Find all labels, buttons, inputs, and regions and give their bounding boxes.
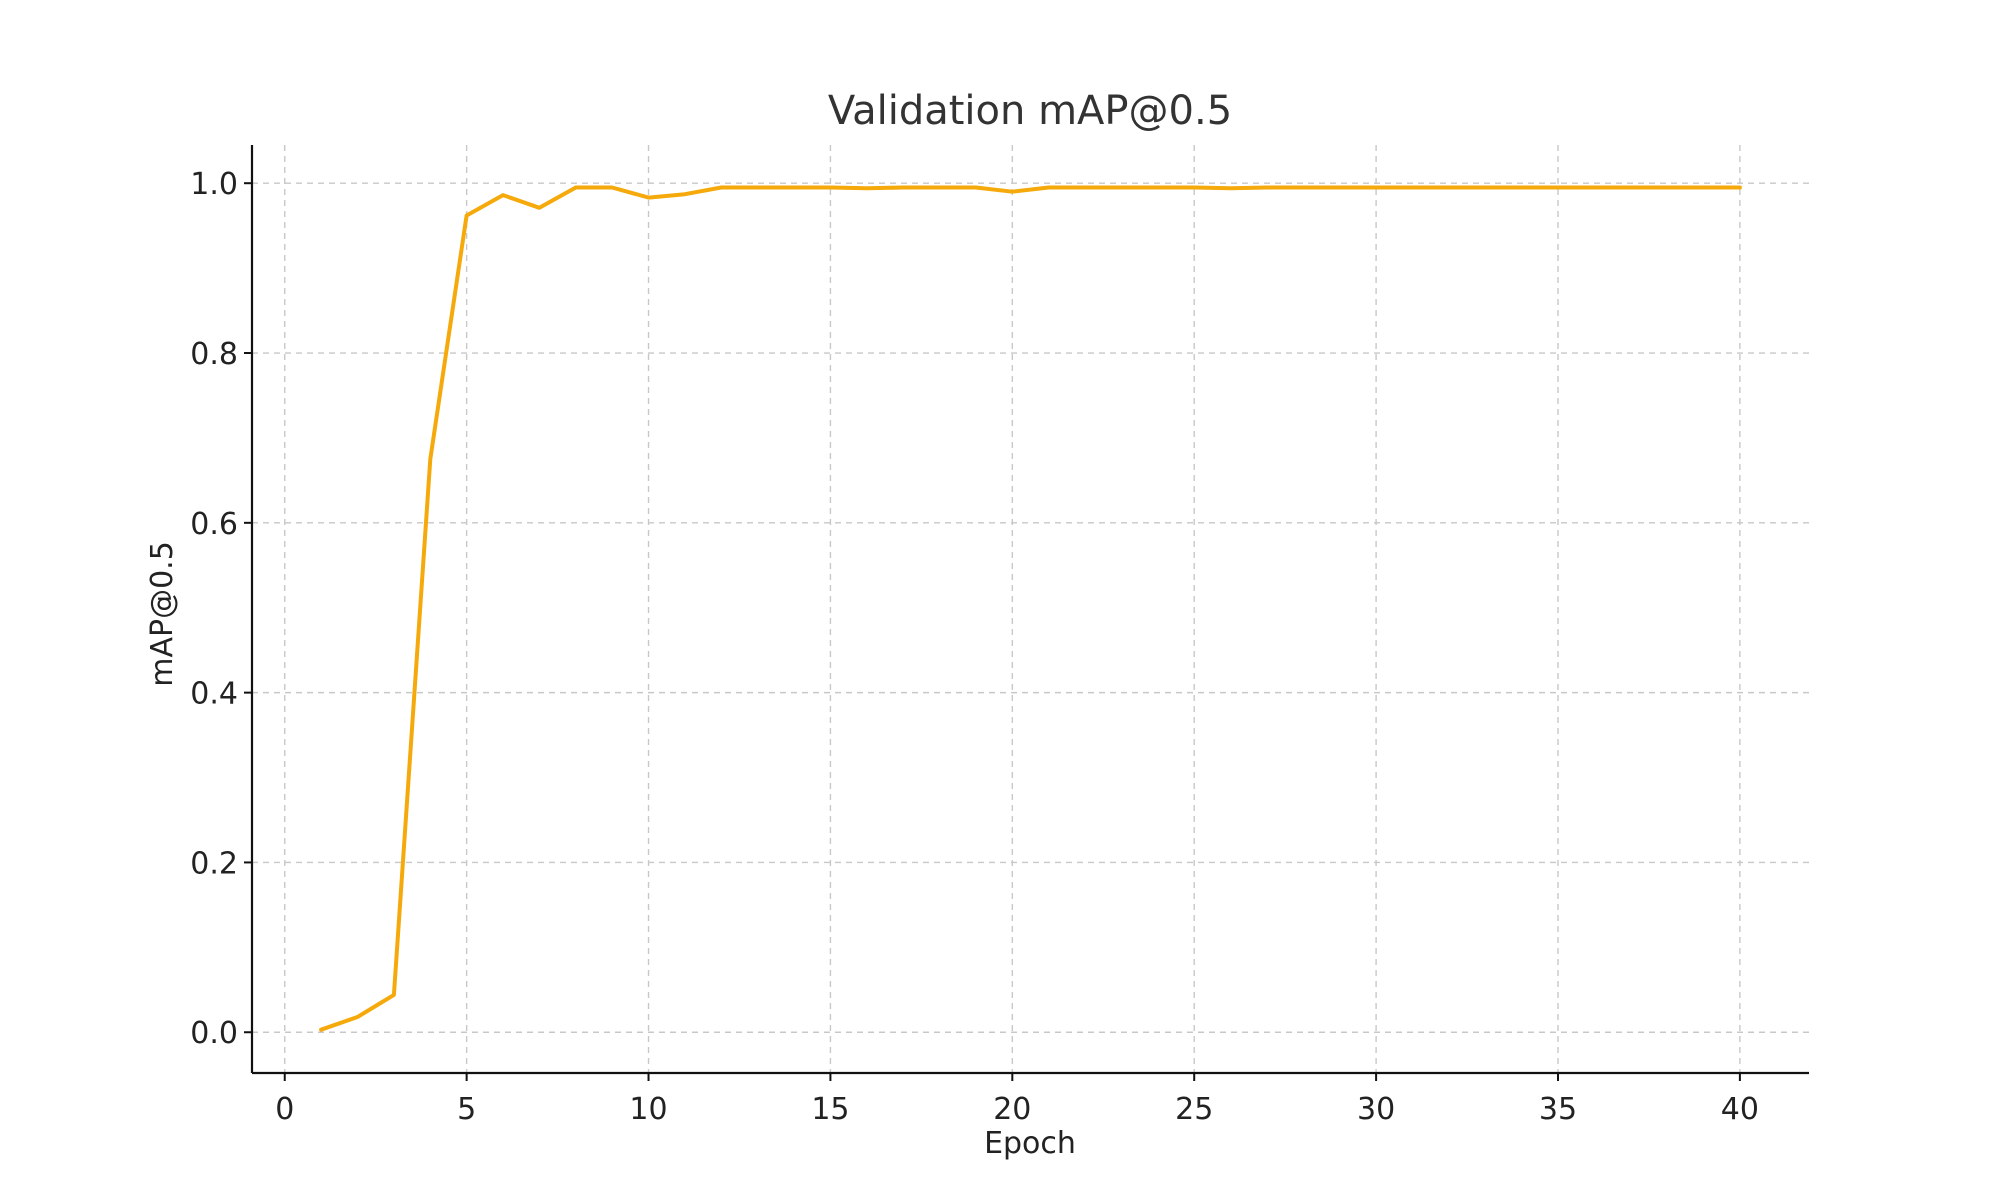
y-axis-label: mAP@0.5 (145, 541, 180, 687)
chart-title: Validation mAP@0.5 (828, 88, 1232, 134)
y-tick-label: 1.0 (190, 167, 238, 202)
series (319, 185, 1742, 1032)
ticks: 0 5 10 15 20 25 30 35 40 0.0 0.2 0.4 0.6 0.8 1.0 (190, 167, 1759, 1127)
y-tick-label: 0.8 (190, 337, 238, 372)
y-tick-label: 0.4 (190, 677, 238, 712)
x-tick-label: 0 (275, 1092, 294, 1127)
y-tick-label: 0.0 (190, 1016, 238, 1051)
x-tick-label: 35 (1539, 1092, 1577, 1127)
x-tick-label: 40 (1721, 1092, 1759, 1127)
x-axis-label: Epoch (984, 1126, 1076, 1161)
x-tick-label: 10 (629, 1092, 667, 1127)
series-line (319, 185, 1742, 1032)
y-tick-label: 0.2 (190, 846, 238, 881)
x-tick-label: 30 (1357, 1092, 1395, 1127)
x-tick-label: 5 (457, 1092, 476, 1127)
axes (250, 145, 1809, 1075)
y-tick-label: 0.6 (190, 507, 238, 542)
x-tick-label: 15 (811, 1092, 849, 1127)
x-tick-label: 25 (1175, 1092, 1213, 1127)
x-tick-label: 20 (993, 1092, 1031, 1127)
grid (252, 145, 1809, 1073)
